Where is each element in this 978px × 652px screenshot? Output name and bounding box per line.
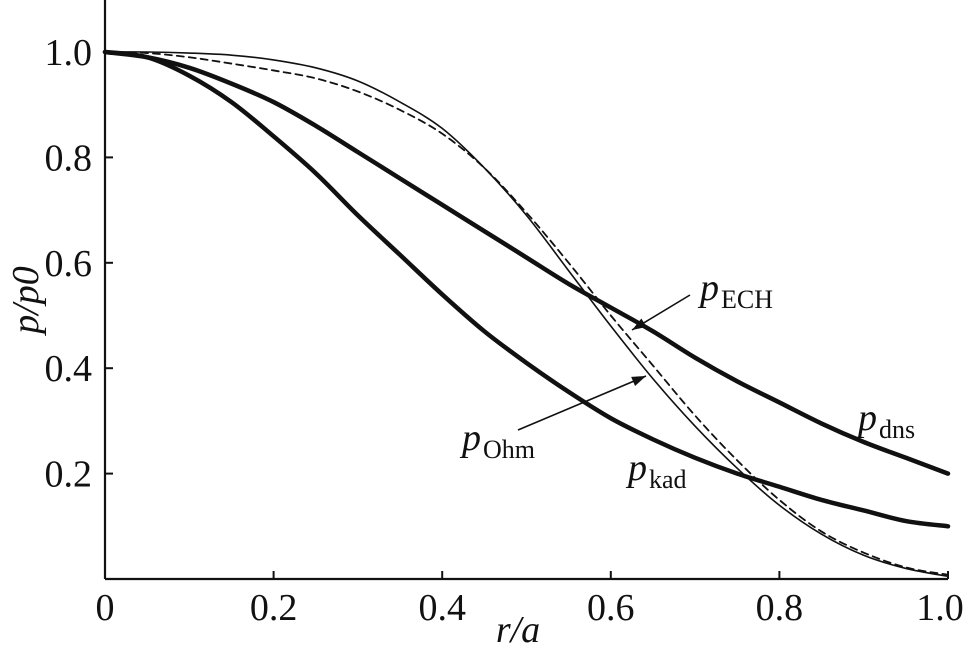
- series-line-ohm: [104, 51, 949, 578]
- plot-area: [103, 0, 948, 581]
- curve-label-symbol: p: [697, 267, 719, 309]
- curve-label-symbol: p: [625, 447, 647, 489]
- curve-label-subscript: ECH: [721, 285, 773, 314]
- curve-label-subscript: kad: [649, 465, 687, 494]
- curve-label-symbol: p: [459, 417, 481, 459]
- y-tick-label: 0.2: [45, 454, 93, 496]
- series-line-dns: [102, 49, 951, 476]
- y-tick-label: 0.6: [45, 243, 93, 285]
- series-line-ech: [104, 51, 949, 576]
- curve-label-kad: pkad: [625, 447, 687, 494]
- ech-arrow-head: [632, 318, 647, 330]
- x-tick-label: 0: [96, 587, 115, 629]
- series-layer: [102, 49, 951, 578]
- ohm-arrow-shaft: [517, 375, 647, 431]
- y-tick-label: 0.4: [45, 348, 93, 390]
- tick-labels: 0 0.2 0.4 0.6 0.8 1.0 0.2 0.4 0.6 0.8 1.0: [45, 32, 964, 629]
- x-tick-label: 0.2: [250, 587, 298, 629]
- ohm-arrow-head: [631, 376, 646, 387]
- x-tick-label: 0.6: [587, 587, 635, 629]
- curve-label-subscript: dns: [879, 415, 915, 444]
- series-line-kad: [102, 49, 951, 529]
- y-tick-label: 1.0: [45, 32, 93, 74]
- y-tick-label: 0.8: [45, 137, 93, 179]
- curve-label-dns: pdns: [855, 397, 915, 444]
- curve-label-symbol: p: [855, 397, 877, 439]
- curve-label-ech: pECH: [697, 267, 773, 314]
- y-axis-label-text: p/p0: [5, 266, 47, 337]
- curve-label-ohm: pOhm: [459, 417, 535, 464]
- y-axis-label: p/p0: [5, 266, 47, 337]
- x-tick-label: 0.4: [418, 587, 466, 629]
- curve-label-subscript: Ohm: [483, 435, 535, 464]
- x-tick-label: 1.0: [916, 587, 964, 629]
- ech-arrow: [631, 294, 691, 331]
- x-axis-label: r/a: [496, 609, 540, 651]
- x-tick-label: 0.8: [756, 587, 804, 629]
- ohm-arrow: [517, 375, 647, 431]
